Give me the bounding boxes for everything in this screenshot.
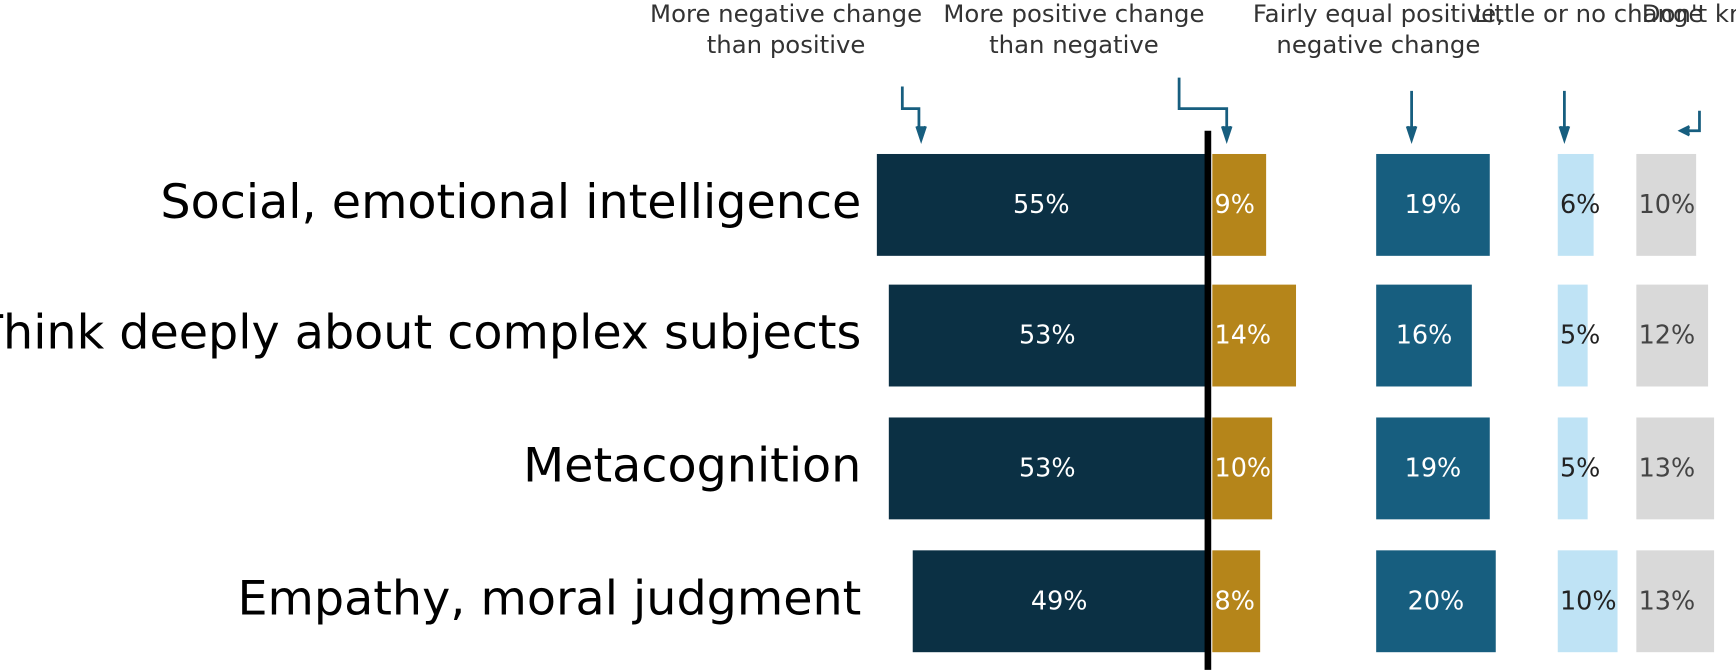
- header-arrows: [900, 77, 1701, 144]
- bar: [1636, 417, 1715, 520]
- legend-text: Fairly equal positive, negative change: [1252, 1, 1504, 60]
- data-label: 13%: [1639, 586, 1696, 616]
- data-label: 53%: [1019, 321, 1076, 351]
- bar: [1376, 153, 1490, 256]
- data-label: 10%: [1560, 586, 1617, 616]
- category-label: Empathy, moral judgment: [237, 571, 861, 626]
- arrow: [1177, 77, 1229, 133]
- legend-entry: Don't know: [1641, 1, 1736, 29]
- bar: [1557, 417, 1588, 520]
- category-label: Social, emotional intelligence: [160, 175, 861, 230]
- bar: [1557, 550, 1618, 653]
- arrow-head: [1220, 125, 1233, 144]
- legend-text: Little or no change: [1474, 1, 1704, 29]
- legend-text: More negative change than positive: [650, 1, 923, 60]
- legend-entry: Fairly equal positive, negative change: [1252, 1, 1504, 60]
- bar: [1212, 417, 1273, 520]
- bar: [1557, 284, 1588, 387]
- bar: [1636, 284, 1709, 387]
- arrow: [900, 86, 921, 133]
- bar: [1376, 284, 1472, 387]
- bar: [912, 550, 1206, 653]
- data-label: 8%: [1215, 586, 1255, 616]
- data-label: 49%: [1031, 586, 1088, 616]
- bar: [1636, 550, 1715, 653]
- data-label: 55%: [1013, 190, 1070, 220]
- bar: [888, 284, 1206, 387]
- data-label: 12%: [1639, 321, 1696, 351]
- legend-entry: More negative change than positive: [650, 1, 923, 60]
- bar: [1376, 550, 1496, 653]
- legend-text: More positive change than negative: [943, 1, 1205, 60]
- data-label: 5%: [1560, 454, 1600, 484]
- bar: [1557, 153, 1594, 256]
- data-label: 20%: [1408, 586, 1465, 616]
- bar: [1212, 284, 1297, 387]
- data-label: 9%: [1215, 190, 1255, 220]
- data-label: 19%: [1405, 454, 1462, 484]
- category-label: Metacognition: [523, 438, 861, 493]
- arrow-head: [1677, 125, 1691, 137]
- legend-entry: More positive change than negative: [943, 1, 1205, 60]
- data-label: 5%: [1560, 321, 1600, 351]
- bar: [1376, 417, 1490, 520]
- legend-entry: Little or no change: [1474, 1, 1704, 29]
- arrow-head: [1405, 125, 1418, 144]
- bar: [876, 153, 1206, 256]
- arrow-head: [1558, 125, 1571, 144]
- data-label: 14%: [1215, 321, 1272, 351]
- data-label: 53%: [1019, 454, 1076, 484]
- bar: [888, 417, 1206, 520]
- data-label: 13%: [1639, 454, 1696, 484]
- bar: [1212, 550, 1261, 653]
- data-label: 16%: [1396, 321, 1453, 351]
- data-label: 19%: [1405, 190, 1462, 220]
- legend-text: Don't know: [1641, 1, 1736, 29]
- data-label: 6%: [1560, 190, 1600, 220]
- bar: [1212, 153, 1267, 256]
- category-label: Think deeply about complex subjects: [0, 306, 861, 361]
- arrow-head: [915, 125, 927, 144]
- data-label: 10%: [1215, 454, 1272, 484]
- bar: [1636, 153, 1697, 256]
- data-label: 10%: [1639, 190, 1696, 220]
